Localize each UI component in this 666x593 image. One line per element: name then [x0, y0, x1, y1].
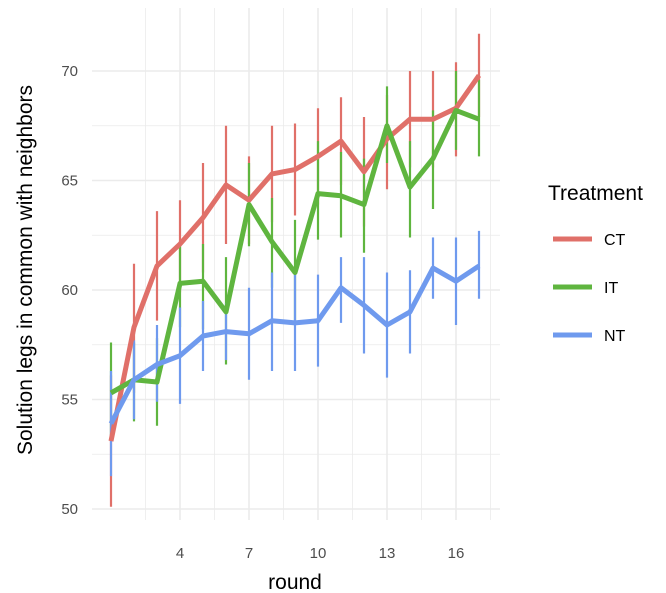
legend-title: Treatment	[548, 182, 643, 205]
y-tick-label: 70	[61, 63, 78, 80]
series-line-nt	[108, 263, 481, 425]
legend: Treatment CT IT NT	[548, 182, 643, 345]
x-axis-label: round	[268, 571, 322, 593]
x-tick-label: 13	[379, 545, 396, 562]
legend-label-ct: CT	[604, 232, 626, 249]
y-tick-label: 50	[61, 501, 78, 518]
y-tick-label: 60	[61, 282, 78, 299]
legend-label-nt: NT	[604, 328, 626, 345]
x-tick-label: 7	[245, 545, 253, 562]
legend-label-it: IT	[604, 280, 618, 297]
grid	[92, 8, 500, 520]
y-tick-label: 65	[61, 173, 78, 190]
series-lines	[108, 73, 482, 442]
x-tick-label: 10	[310, 545, 327, 562]
y-tick-label: 55	[61, 392, 78, 409]
x-tick-label: 16	[448, 545, 465, 562]
series-line-ct	[108, 73, 482, 442]
x-tick-label: 4	[176, 545, 184, 562]
y-axis-label: Solution legs in common with neighbors	[14, 85, 37, 455]
series-line-it	[109, 107, 480, 396]
tick-labels: 50 55 60 65 70 4 7 10 13 16	[61, 63, 464, 562]
